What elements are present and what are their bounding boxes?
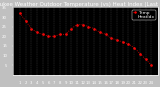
Title: Milwaukee Weather Outdoor Temperature (vs) Heat Index (Last 24 Hours): Milwaukee Weather Outdoor Temperature (v… — [0, 2, 160, 7]
Legend: Temp, HeatIdx: Temp, HeatIdx — [132, 10, 156, 20]
